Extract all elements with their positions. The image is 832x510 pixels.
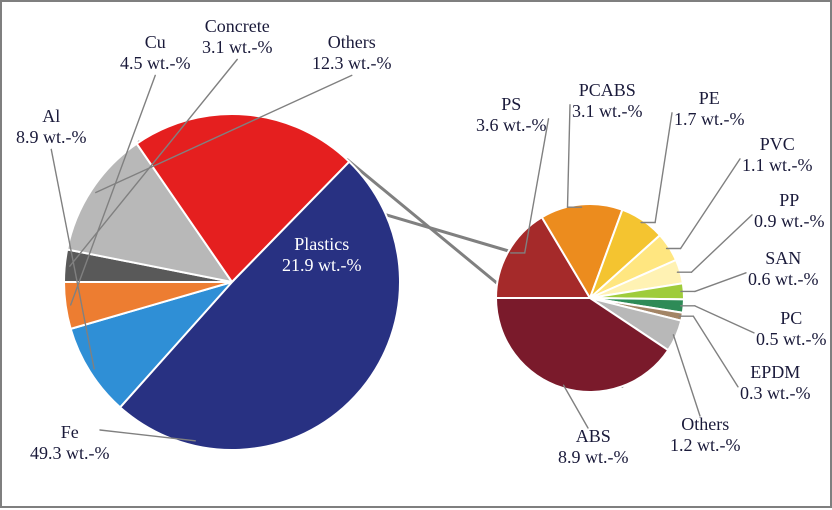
- leader-others2: [673, 335, 700, 416]
- leader-pcabs: [568, 105, 570, 207]
- leader-epdm: [693, 316, 738, 387]
- leader-pp: [691, 215, 752, 272]
- leader-san: [695, 273, 746, 292]
- chart-frame: { "left_pie": { "type": "pie", "cx": 230…: [0, 0, 832, 508]
- leader-pe: [655, 113, 672, 223]
- leader-pc: [695, 306, 754, 333]
- chart-svg: [2, 2, 832, 510]
